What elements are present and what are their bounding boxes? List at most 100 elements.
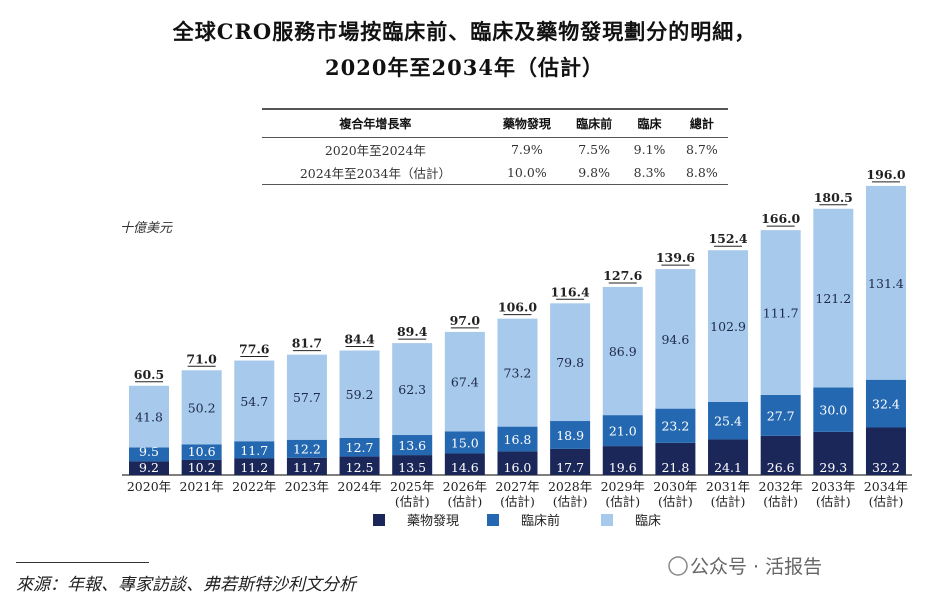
table-cell: 9.1% — [633, 142, 666, 157]
bar-segment — [234, 458, 275, 475]
data-label: 131.4 — [868, 276, 904, 291]
data-label: 12.2 — [293, 442, 321, 457]
table-row: 2020年至2024年 7.9% 7.5% 9.1% 8.7% — [262, 138, 728, 162]
total-label: 77.6 — [239, 342, 270, 357]
table-cell: 8.8% — [685, 165, 718, 180]
x-tick-label: (估計) — [869, 494, 904, 509]
total-label: 106.0 — [498, 300, 537, 315]
bar-segment — [129, 447, 169, 462]
bar-segment — [392, 435, 433, 456]
data-label: 73.2 — [504, 366, 532, 381]
source-divider — [16, 562, 149, 563]
data-label: 15.0 — [451, 435, 479, 450]
data-label: 102.9 — [710, 319, 746, 334]
total-label: 180.5 — [814, 190, 853, 205]
legend-swatch — [487, 514, 499, 526]
data-label: 16.8 — [504, 432, 532, 447]
x-tick-label: (估計) — [553, 494, 588, 509]
wechat-icon — [668, 556, 688, 576]
data-label: 57.7 — [293, 390, 321, 405]
data-label: 23.2 — [661, 419, 689, 434]
bar-segment — [708, 250, 749, 402]
data-label: 11.7 — [293, 460, 321, 475]
bar-segment — [286, 439, 327, 458]
data-label: 59.2 — [346, 387, 374, 402]
total-label: 196.0 — [866, 167, 905, 182]
x-tick-label: 2025年 — [390, 479, 434, 494]
bar-segment — [708, 439, 749, 475]
bar-segment — [760, 394, 801, 436]
bar-segment — [813, 208, 854, 388]
table-header: 臨床 — [637, 117, 662, 131]
x-tick-label: (估計) — [711, 494, 746, 509]
bar-segment — [813, 431, 854, 475]
bar-segment — [339, 456, 380, 475]
data-label: 41.8 — [135, 410, 163, 425]
bar-segment — [602, 286, 643, 416]
data-label: 25.4 — [714, 414, 742, 429]
bar-segment — [655, 408, 696, 443]
legend-label: 藥物發現 — [407, 514, 459, 529]
bar-segment — [760, 230, 801, 395]
data-label: 16.0 — [504, 460, 532, 475]
total-label: 97.0 — [450, 313, 481, 328]
data-label: 13.6 — [398, 438, 426, 453]
x-tick-label: (估計) — [605, 494, 640, 509]
bar-segment — [602, 446, 643, 475]
x-tick-label: 2027年 — [495, 479, 539, 494]
data-label: 62.3 — [398, 382, 426, 397]
data-label: 50.2 — [188, 400, 216, 415]
data-label: 13.5 — [398, 460, 426, 475]
bar-segment — [865, 379, 906, 428]
table-row: 2024年至2034年（估計） 10.0% 9.8% 8.3% 8.8% — [262, 161, 728, 185]
total-label: 139.6 — [656, 250, 695, 265]
total-label: 81.7 — [292, 336, 322, 351]
x-tick-label: 2026年 — [443, 479, 487, 494]
bar-segment — [550, 303, 591, 422]
legend-swatch — [601, 514, 613, 526]
data-label: 30.0 — [819, 403, 847, 418]
x-tick-label: (估計) — [658, 494, 693, 509]
bar-segment — [655, 269, 696, 409]
total-label: 84.4 — [344, 332, 375, 347]
data-label: 11.7 — [240, 443, 268, 458]
x-tick-label: (估計) — [500, 494, 535, 509]
data-label: 9.5 — [139, 444, 159, 459]
data-label: 67.4 — [451, 375, 479, 390]
bar-segment — [234, 441, 275, 459]
total-label: 127.6 — [603, 268, 642, 283]
bar-segment — [392, 343, 433, 436]
data-label: 19.6 — [609, 460, 637, 475]
bar-segment — [865, 185, 906, 380]
bar-segment — [550, 421, 591, 449]
data-label: 27.7 — [767, 408, 795, 423]
x-tick-label: 2031年 — [706, 479, 750, 494]
bar-segment — [497, 451, 538, 475]
x-tick-label: 2020年 — [127, 479, 171, 494]
x-tick-label: 2030年 — [653, 479, 697, 494]
bar-segment — [444, 431, 485, 454]
x-tick-label: 2024年 — [337, 479, 381, 494]
data-label: 24.1 — [714, 460, 742, 475]
data-label: 32.4 — [872, 397, 900, 412]
data-label: 29.3 — [819, 460, 847, 475]
bar-segment — [181, 444, 222, 460]
bar-segment — [708, 401, 749, 440]
bar-segment — [129, 461, 169, 475]
data-label: 12.7 — [346, 440, 374, 455]
bar-segment — [444, 453, 485, 475]
data-label: 94.6 — [661, 332, 689, 347]
bar-segment — [602, 415, 643, 447]
data-label: 86.9 — [609, 344, 637, 359]
source-note: 來源：年報、專家訪談、弗若斯特沙利文分析 — [16, 575, 356, 595]
x-tick-label: (估計) — [816, 494, 851, 509]
bar-segment — [760, 435, 801, 475]
table-cell: 10.0% — [506, 165, 547, 180]
total-label: 116.4 — [551, 284, 590, 299]
bar-segment — [129, 385, 169, 448]
data-label: 10.2 — [188, 460, 216, 475]
bar-segment — [550, 448, 591, 475]
bar-segment — [444, 331, 485, 432]
